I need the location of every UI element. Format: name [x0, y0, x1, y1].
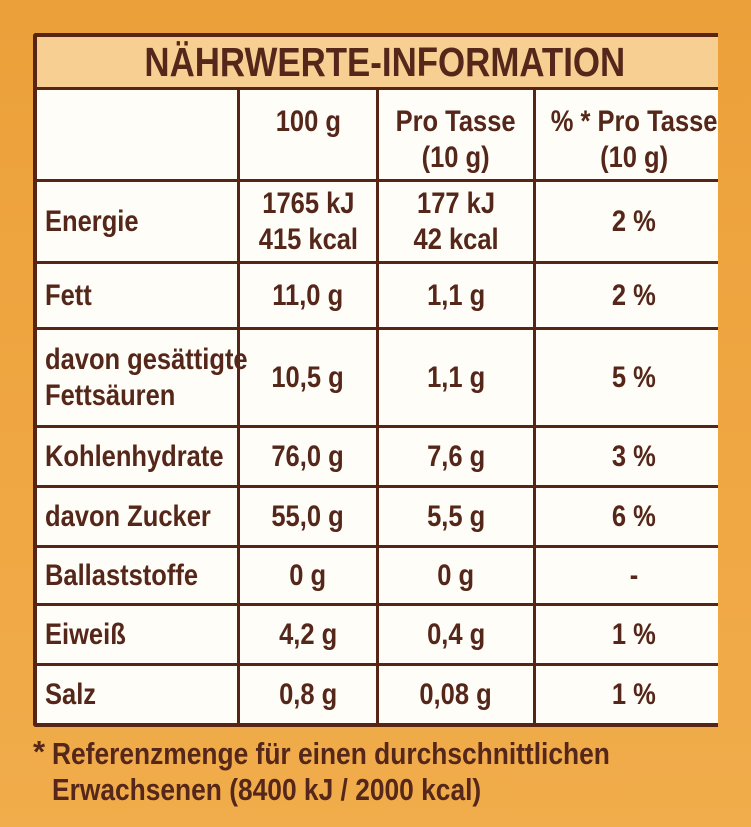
nutrient-value-pct: 2 %: [536, 264, 718, 330]
nutrient-value-per-cup: 0 g: [379, 548, 536, 606]
nutrient-value-per-cup: 0,4 g: [379, 606, 536, 666]
nutrient-value-pct: 6 %: [536, 488, 718, 548]
nutrient-value-per-cup: 5,5 g: [379, 488, 536, 548]
nutrient-value-pct: -: [536, 548, 718, 606]
nutrient-label: Fett: [37, 264, 240, 330]
column-header-pct-per-cup: % * Pro Tasse (10 g): [536, 90, 718, 182]
asterisk-marker: *: [33, 734, 46, 769]
nutrient-value-pct: 1 %: [536, 606, 718, 666]
nutrient-value-pct: 1 %: [612, 677, 657, 711]
reference-footnote: * Referenzmenge für einen durchschnittli…: [33, 734, 743, 809]
nutrient-label: davon gesättigte Fettsäuren: [37, 330, 248, 428]
nutrition-table: NÄHRWERTE-INFORMATION 100 g Pro Tasse (1…: [33, 33, 718, 727]
nutrient-value-per-100g: 4,2 g: [240, 606, 379, 666]
nutrient-label: davon Zucker: [37, 488, 240, 548]
nutrient-value-per-100g: 10,5 g: [240, 330, 379, 428]
column-header-empty: [37, 90, 240, 182]
nutrient-label: Energie: [37, 182, 240, 264]
column-header-per-cup: Pro Tasse (10 g): [379, 90, 536, 182]
reference-footnote-text: Referenzmenge für einen durchschnittlich…: [52, 736, 610, 808]
nutrient-value-per-100g: 11,0 g: [240, 264, 379, 330]
nutrient-value-pct: 2 %: [536, 182, 718, 264]
nutrient-value-per-cup: 7,6 g: [379, 428, 536, 488]
nutrient-value-per-cup: 177 kJ 42 kcal: [379, 182, 536, 264]
column-header-per-100g: 100 g: [240, 90, 379, 182]
nutrient-value-per-cup: 1,1 g: [379, 264, 536, 330]
nutrient-value-per-cup: 0,08 g: [379, 666, 536, 723]
nutrient-value-per-100g: 0 g: [240, 548, 379, 606]
nutrition-table-title: NÄHRWERTE-INFORMATION: [144, 38, 625, 85]
nutrient-label: Eiweiß: [37, 606, 240, 666]
nutrient-value-per-100g: 1765 kJ 415 kcal: [240, 182, 379, 264]
nutrient-value-pct: 5 %: [536, 330, 718, 428]
nutrient-value-pct: 3 %: [536, 428, 718, 488]
nutrient-label: Ballaststoffe: [37, 548, 240, 606]
nutrient-value-per-cup: 1,1 g: [379, 330, 536, 428]
nutrient-value-per-100g: 0,8 g: [240, 666, 379, 723]
nutrient-value-per-100g: 76,0 g: [240, 428, 379, 488]
nutrient-label: Kohlenhydrate: [37, 428, 240, 488]
nutrient-value-per-100g: 55,0 g: [240, 488, 379, 548]
nutrition-table-title-band: NÄHRWERTE-INFORMATION: [37, 37, 718, 90]
nutrient-label: Salz: [37, 666, 240, 723]
